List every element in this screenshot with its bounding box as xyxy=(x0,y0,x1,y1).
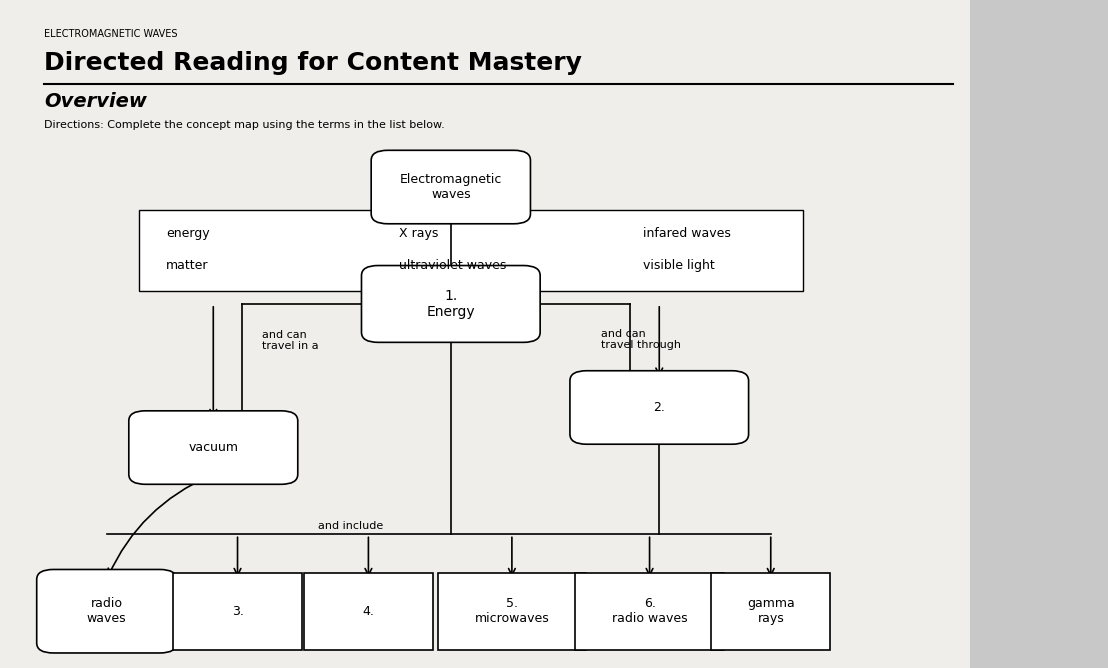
Text: 5.
microwaves: 5. microwaves xyxy=(474,597,550,625)
Text: infared waves: infared waves xyxy=(643,227,730,240)
Text: 1.
Energy: 1. Energy xyxy=(427,289,475,319)
Text: Directions: Complete the concept map using the terms in the list below.: Directions: Complete the concept map usi… xyxy=(44,120,445,130)
Text: ultraviolet waves: ultraviolet waves xyxy=(399,259,506,272)
Text: Directed Reading for Content Mastery: Directed Reading for Content Mastery xyxy=(44,51,582,75)
Text: 2.: 2. xyxy=(654,401,665,414)
Text: ELECTROMAGNETIC WAVES: ELECTROMAGNETIC WAVES xyxy=(44,29,177,39)
Text: visible light: visible light xyxy=(643,259,715,272)
Text: and include: and include xyxy=(318,521,383,531)
Text: energy: energy xyxy=(166,227,209,240)
Text: radio
waves: radio waves xyxy=(86,597,126,625)
Text: 6.
radio waves: 6. radio waves xyxy=(612,597,687,625)
Text: Overview: Overview xyxy=(44,92,147,111)
Text: 4.: 4. xyxy=(362,605,375,618)
Text: Electromagnetic
waves: Electromagnetic waves xyxy=(400,173,502,201)
Text: have: have xyxy=(458,237,485,246)
Text: X rays: X rays xyxy=(399,227,439,240)
Text: and can
travel in a: and can travel in a xyxy=(261,330,318,351)
Text: matter: matter xyxy=(166,259,208,272)
Text: and can
travel through: and can travel through xyxy=(602,329,681,350)
Text: vacuum: vacuum xyxy=(188,441,238,454)
Text: 3.: 3. xyxy=(232,605,244,618)
Text: gamma
rays: gamma rays xyxy=(747,597,794,625)
